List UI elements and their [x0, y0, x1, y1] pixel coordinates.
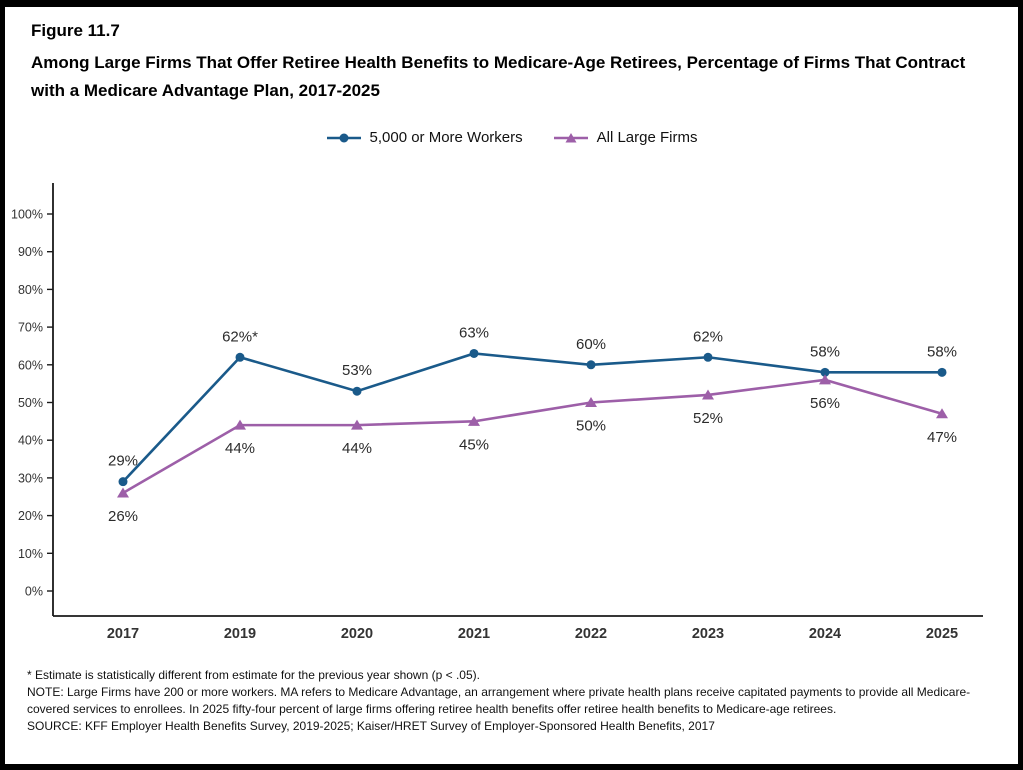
data-point-label: 52%	[693, 410, 723, 427]
footnote-note: NOTE: Large Firms have 200 or more worke…	[27, 685, 971, 716]
data-point-marker	[937, 367, 947, 377]
data-point-label: 26%	[108, 508, 138, 525]
y-tick-label: 0%	[25, 585, 43, 599]
line-chart: 0% 10% 20% 30% 40% 50% 60% 70% 80% 90% 100% 2017 201…	[5, 169, 1016, 659]
x-tick-label: 2017	[107, 626, 139, 642]
data-point-label: 62%*	[222, 328, 258, 345]
data-point-label: 45%	[459, 436, 489, 453]
data-point-marker	[820, 367, 830, 377]
data-point-label: 29%	[108, 453, 138, 470]
legend-triangle	[565, 132, 577, 142]
data-point-marker	[117, 487, 129, 498]
data-point-label: 56%	[810, 395, 840, 412]
data-point-marker	[585, 397, 597, 407]
data-point-marker	[352, 386, 362, 396]
data-point-marker	[235, 352, 245, 362]
data-point-label: 60%	[576, 336, 606, 353]
data-point-marker	[469, 348, 479, 358]
data-point-label: 44%	[225, 440, 255, 457]
data-point-marker	[819, 374, 831, 385]
data-point-marker	[468, 415, 480, 426]
y-tick-label: 60%	[18, 358, 43, 372]
data-point-marker	[118, 477, 128, 487]
footnote-asterisk: * Estimate is statistically different fr…	[27, 668, 480, 682]
data-point-marker	[703, 352, 713, 362]
legend-item-all-large-firms: All Large Firms	[553, 129, 698, 146]
data-point-label: 58%	[810, 343, 840, 360]
x-tick-label: 2021	[458, 626, 490, 642]
line-triangle-marker-icon	[553, 131, 589, 145]
y-tick-label: 20%	[18, 509, 43, 523]
footnote-source: SOURCE: KFF Employer Health Benefits Sur…	[27, 719, 715, 733]
legend-label: 5,000 or More Workers	[369, 129, 523, 146]
footnotes: * Estimate is statistically different fr…	[27, 667, 1007, 735]
data-point-label: 50%	[576, 418, 606, 435]
data-point-marker	[702, 389, 714, 400]
data-point-label: 62%	[693, 328, 723, 345]
data-point-marker	[936, 408, 948, 419]
x-tick-label: 2022	[575, 626, 607, 642]
data-point-label: 53%	[342, 362, 372, 379]
data-point-label: 47%	[927, 429, 957, 446]
x-tick-label: 2020	[341, 626, 373, 642]
y-tick-label: 50%	[18, 396, 43, 410]
data-point-marker	[234, 419, 246, 430]
line-chart-canvas: 0% 10% 20% 30% 40% 50% 60% 70% 80% 90% 100% 2017 201…	[11, 183, 983, 642]
y-tick-label: 80%	[18, 283, 43, 297]
figure-label: Figure 11.7	[31, 21, 120, 40]
y-tick-label: 40%	[18, 434, 43, 448]
data-point-label: 44%	[342, 440, 372, 457]
x-tick-label: 2023	[692, 626, 724, 642]
data-point-label: 63%	[459, 324, 489, 341]
series-line	[122, 378, 943, 495]
x-tick-label: 2019	[224, 626, 256, 642]
data-point-marker	[351, 419, 363, 430]
figure-title: Among Large Firms That Offer Retiree Hea…	[31, 53, 966, 100]
x-tick-label: 2024	[809, 626, 841, 642]
chart-legend: 5,000 or More Workers All Large Firms	[5, 129, 1018, 146]
y-tick-label: 30%	[18, 471, 43, 485]
y-tick-label: 90%	[18, 245, 43, 259]
legend-circle	[339, 133, 348, 142]
y-tick-label: 10%	[18, 547, 43, 561]
data-point-marker	[586, 360, 596, 370]
y-tick-label: 100%	[11, 208, 43, 222]
legend-item-5000-or-more-workers: 5,000 or More Workers	[326, 129, 523, 146]
x-tick-label: 2025	[926, 626, 958, 642]
legend-label: All Large Firms	[596, 129, 698, 146]
legend-marker-canvas	[326, 133, 361, 142]
series-line	[122, 352, 942, 483]
y-tick-label: 70%	[18, 321, 43, 335]
line-circle-marker-icon	[326, 131, 362, 145]
slide: Figure 11.7 Among Large Firms That Offer…	[5, 7, 1018, 764]
legend-marker-canvas	[553, 132, 588, 142]
data-point-label: 58%	[927, 343, 957, 360]
